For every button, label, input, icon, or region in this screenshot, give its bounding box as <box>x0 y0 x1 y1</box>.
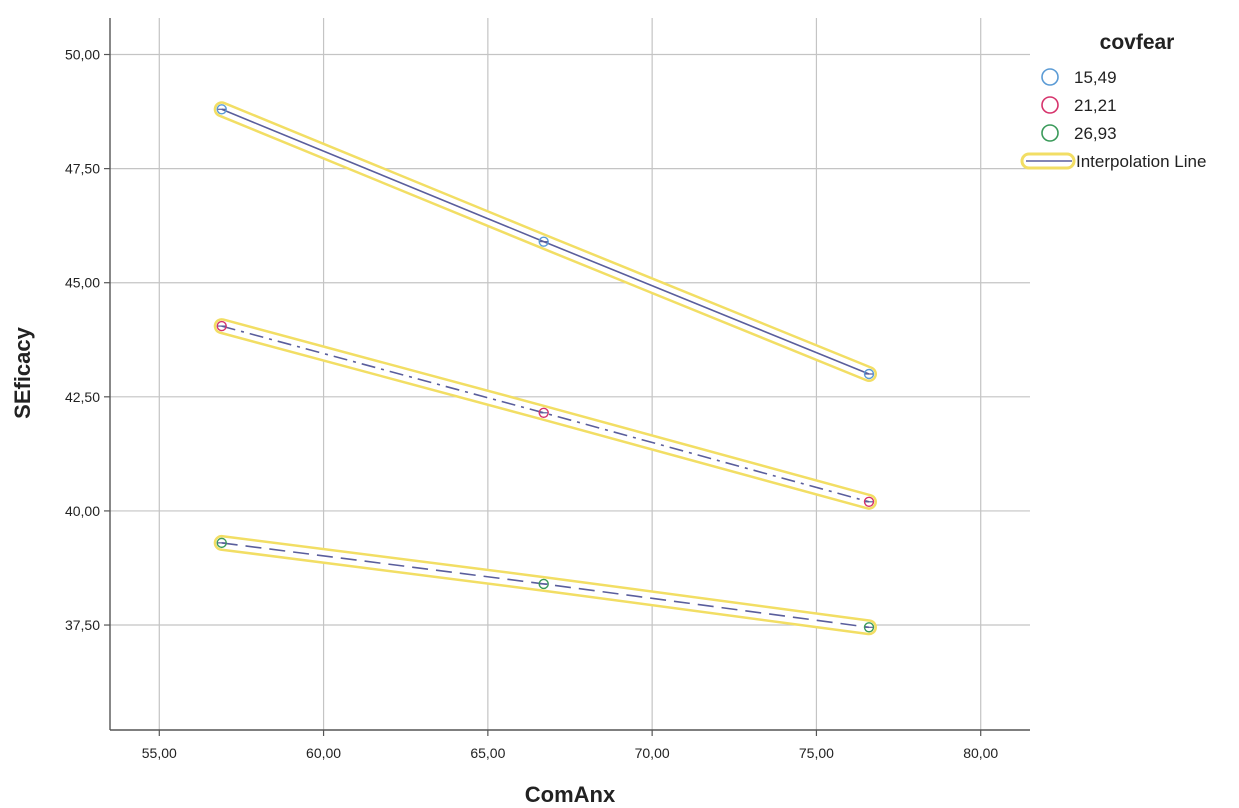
data-point <box>863 368 875 380</box>
x-axis-title: ComAnx <box>525 782 616 807</box>
legend-label-1: 15,49 <box>1074 68 1117 87</box>
legend-title: covfear <box>1100 31 1175 54</box>
x-tick-label: 55,00 <box>142 745 177 761</box>
y-axis-title: SEficacy <box>10 326 35 418</box>
series-lines <box>213 101 877 636</box>
legend-label-3: 26,93 <box>1074 124 1117 143</box>
y-tick-label: 37,50 <box>65 617 100 633</box>
data-point <box>538 236 549 247</box>
data-point <box>216 537 227 549</box>
y-tick-label: 40,00 <box>65 503 100 519</box>
y-tick-label: 50,00 <box>65 47 100 63</box>
axes <box>104 18 1030 736</box>
grid-lines <box>110 18 1030 730</box>
x-tick-label: 60,00 <box>306 745 341 761</box>
data-point <box>216 104 227 115</box>
legend: covfear 15,49 21,21 26,93 Interpolation Lin… <box>1020 31 1206 171</box>
x-tick-label: 80,00 <box>963 745 998 761</box>
data-point <box>863 496 875 507</box>
x-tick-label: 65,00 <box>470 745 505 761</box>
legend-marker-1 <box>1041 68 1059 86</box>
data-point <box>538 407 549 418</box>
legend-items: 15,49 21,21 26,93 Interpolation Line <box>1020 68 1206 171</box>
series-2 <box>213 318 877 510</box>
legend-marker-3 <box>1041 124 1059 142</box>
data-point <box>216 320 227 332</box>
y-tick-label: 47,50 <box>65 161 100 177</box>
series-3 <box>213 534 877 636</box>
x-tick-label: 75,00 <box>799 745 834 761</box>
legend-label-2: 21,21 <box>1074 96 1117 115</box>
y-tick-label: 42,50 <box>65 389 100 405</box>
data-point <box>863 622 875 633</box>
tick-labels: 55,00 60,00 65,00 70,00 75,00 80,00 37,50 40,00… <box>65 47 998 761</box>
y-tick-label: 45,00 <box>65 275 100 291</box>
legend-label-interpolation: Interpolation Line <box>1076 152 1206 171</box>
series-line <box>221 325 870 503</box>
data-point <box>538 578 549 590</box>
series-1 <box>213 101 877 382</box>
legend-marker-2 <box>1041 96 1059 114</box>
x-tick-label: 70,00 <box>635 745 670 761</box>
